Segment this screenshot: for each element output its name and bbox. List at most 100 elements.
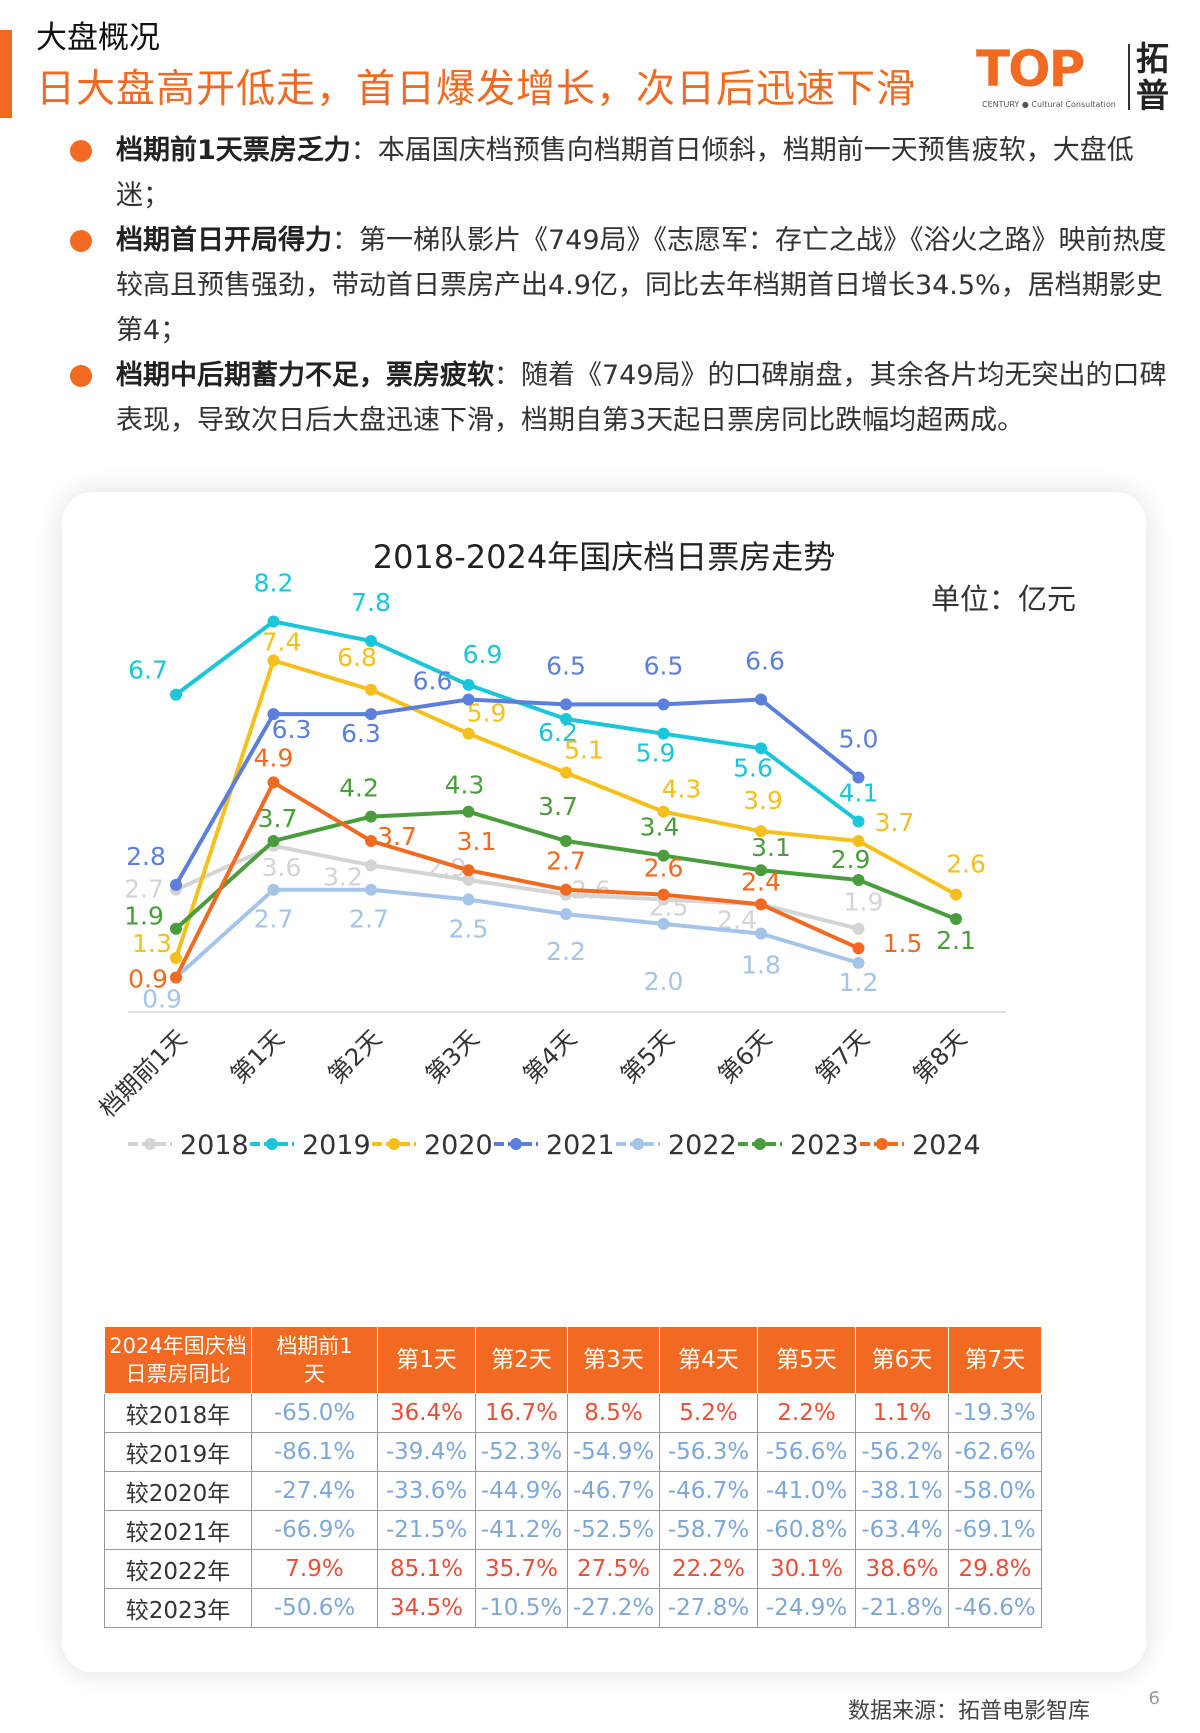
chart-card: 档期前1天 第1天 第2天 第3天 第4天 第5天 第6天 第7天 第8天 2.7 3.6 3.2 2.… bbox=[62, 492, 1146, 1672]
table-cell: -60.8% bbox=[757, 1510, 856, 1550]
data-label-2023: 1.9 bbox=[124, 902, 164, 931]
table-cell: 2.2% bbox=[757, 1393, 856, 1433]
point-2023 bbox=[657, 849, 670, 862]
bullet-title: 档期中后期蓄力不足，票房疲软 bbox=[116, 360, 494, 391]
legend-label-2020: 2020 bbox=[424, 1130, 493, 1161]
x-tick-label: 第6天 bbox=[713, 1024, 778, 1089]
table-cell: 5.2% bbox=[659, 1393, 758, 1433]
table-cell: -56.2% bbox=[855, 1432, 949, 1472]
table-cell: -19.3% bbox=[948, 1393, 1042, 1433]
x-tick-label: 第7天 bbox=[810, 1024, 875, 1089]
legend-marker-2023 bbox=[754, 1138, 766, 1150]
table-row-label: 较2019年 bbox=[104, 1432, 252, 1472]
data-label-2022: 2.5 bbox=[449, 914, 489, 943]
data-label-2020: 3.7 bbox=[875, 808, 915, 837]
data-label-2020: 2.6 bbox=[946, 850, 986, 879]
point-2023 bbox=[170, 922, 182, 935]
point-2019 bbox=[657, 727, 670, 740]
data-label-2019: 6.2 bbox=[538, 718, 578, 747]
summary-bullets: 档期前1天票房乏力：本届国庆档预售向档期首日倾斜，档期前一天预售疲软，大盘低迷；… bbox=[70, 128, 1180, 443]
data-label-2019: 6.7 bbox=[128, 656, 168, 685]
data-label-2018: 2.7 bbox=[124, 875, 164, 904]
point-2019 bbox=[560, 713, 572, 726]
data-label-2018: 3.6 bbox=[262, 853, 302, 882]
point-2020 bbox=[462, 727, 475, 740]
table-cell: -46.7% bbox=[567, 1471, 660, 1511]
point-2023 bbox=[462, 805, 475, 818]
data-label-2020: 5.1 bbox=[564, 736, 604, 765]
point-2023 bbox=[950, 912, 962, 925]
table-column-header: 第7天 bbox=[948, 1326, 1042, 1394]
point-2022 bbox=[365, 883, 377, 896]
data-label-2020: 4.3 bbox=[662, 775, 702, 804]
x-tick-label: 第4天 bbox=[518, 1024, 583, 1089]
data-label-2023: 3.7 bbox=[258, 804, 298, 833]
data-label-2022: 2.7 bbox=[254, 905, 294, 934]
table-cell: -46.6% bbox=[948, 1588, 1042, 1628]
table-row-label: 较2018年 bbox=[104, 1393, 252, 1433]
data-label-2021: 5.0 bbox=[839, 725, 879, 754]
point-2024 bbox=[657, 888, 670, 901]
point-2019 bbox=[365, 635, 377, 648]
data-label-2019: 5.6 bbox=[733, 753, 773, 782]
table-cell: 34.5% bbox=[377, 1588, 476, 1628]
x-tick-label: 第1天 bbox=[225, 1024, 290, 1089]
data-label-2019: 7.8 bbox=[351, 588, 391, 617]
legend-label-2019: 2019 bbox=[302, 1130, 371, 1161]
point-2021 bbox=[755, 693, 767, 706]
data-label-2020: 5.9 bbox=[467, 699, 507, 728]
data-label-2022: 0.9 bbox=[142, 984, 182, 1013]
table-cell: 35.7% bbox=[475, 1549, 568, 1589]
point-2021 bbox=[560, 698, 572, 711]
bullet-dot-icon bbox=[70, 365, 92, 387]
chart-unit: 单位：亿元 bbox=[930, 582, 1076, 616]
table-cell: -54.9% bbox=[567, 1432, 660, 1472]
data-label-2021: 6.5 bbox=[644, 651, 684, 680]
point-2024 bbox=[365, 834, 377, 847]
table-row-label: 较2020年 bbox=[104, 1471, 252, 1511]
point-2022 bbox=[852, 956, 865, 969]
table-cell: -27.4% bbox=[251, 1471, 378, 1511]
data-label-2023: 2.1 bbox=[936, 926, 976, 955]
point-2022 bbox=[267, 883, 280, 896]
point-2020 bbox=[365, 683, 377, 696]
point-2022 bbox=[462, 893, 475, 906]
table-row: 较2020年 -27.4% -33.6% -44.9% -46.7% -46.7% -41.… bbox=[104, 1471, 1042, 1511]
point-2020 bbox=[560, 766, 572, 779]
data-label-2024: 4.9 bbox=[254, 743, 294, 772]
point-2024 bbox=[560, 883, 572, 896]
point-2019 bbox=[755, 742, 767, 755]
table-cell: -33.6% bbox=[377, 1471, 476, 1511]
table-column-header: 第6天 bbox=[855, 1326, 949, 1394]
legend-marker-2022 bbox=[632, 1138, 644, 1150]
data-label-2022: 1.8 bbox=[741, 951, 781, 980]
table-cell: -39.4% bbox=[377, 1432, 476, 1472]
data-label-2021: 6.6 bbox=[745, 647, 785, 676]
data-label-2023: 3.7 bbox=[538, 792, 578, 821]
table-cell: -58.7% bbox=[659, 1510, 758, 1550]
table-cell: -44.9% bbox=[475, 1471, 568, 1511]
point-2019 bbox=[852, 815, 865, 828]
point-2021 bbox=[170, 878, 182, 891]
table-row: 较2019年 -86.1% -39.4% -52.3% -54.9% -56.3% -56.… bbox=[104, 1432, 1042, 1472]
table-cell: 36.4% bbox=[377, 1393, 476, 1433]
table-cell: 30.1% bbox=[757, 1549, 856, 1589]
table-cell: -10.5% bbox=[475, 1588, 568, 1628]
table-column-header: 第5天 bbox=[757, 1326, 856, 1394]
data-label-2020: 1.3 bbox=[132, 929, 172, 958]
data-label-2019: 6.9 bbox=[463, 640, 503, 669]
table-row: 较2023年 -50.6% 34.5% -10.5% -27.2% -27.8% -24.9… bbox=[104, 1588, 1042, 1628]
chart-title: 2018-2024年国庆档日票房走势 bbox=[372, 538, 836, 576]
table-cell: -58.0% bbox=[948, 1471, 1042, 1511]
data-label-2019: 8.2 bbox=[254, 569, 294, 598]
data-label-2018: 3.2 bbox=[323, 862, 363, 891]
table-cell: -56.3% bbox=[659, 1432, 758, 1472]
table-row-label: 较2022年 bbox=[104, 1549, 252, 1589]
logo-mark: TOP bbox=[976, 40, 1085, 98]
table-cell: -21.8% bbox=[855, 1588, 949, 1628]
section-title: 大盘概况 bbox=[36, 20, 160, 56]
point-2024 bbox=[755, 898, 767, 911]
legend-label-2018: 2018 bbox=[180, 1130, 249, 1161]
table-cell: 7.9% bbox=[251, 1549, 378, 1589]
data-label-2020: 3.9 bbox=[743, 786, 783, 815]
